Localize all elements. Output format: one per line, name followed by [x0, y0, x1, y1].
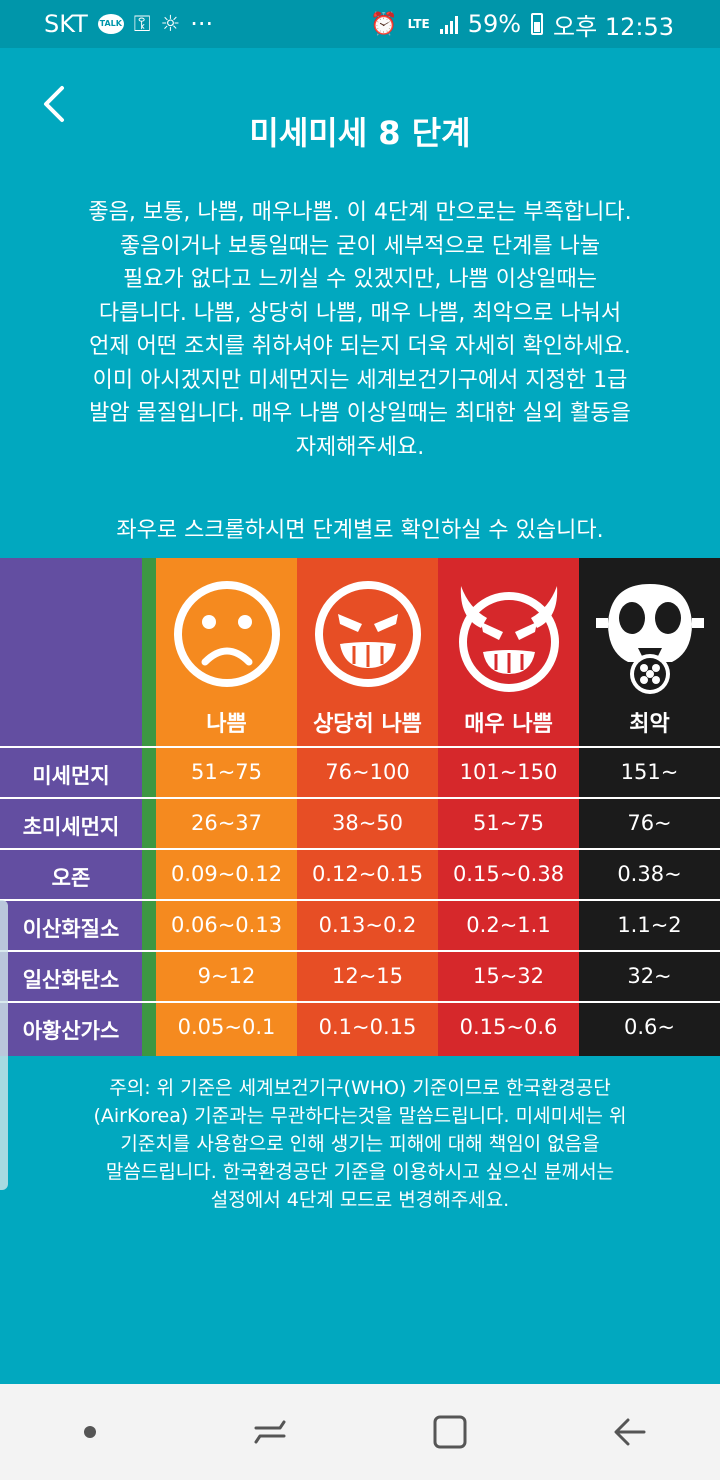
- note-line: (AirKorea) 기준과는 무관하다는것을 말씀드립니다. 미세미세는 위: [93, 1105, 627, 1127]
- note-line: 기준치를 사용함으로 인해 생기는 피해에 대해 책임이 없음을: [120, 1133, 600, 1155]
- row-divider: [0, 899, 720, 901]
- grade-column-worst: 최악: [579, 558, 720, 1056]
- row-label-co: 일산화탄소: [22, 968, 120, 992]
- battery-percent: 59%: [467, 10, 522, 38]
- table-cell: 151~: [620, 760, 679, 784]
- devil-face-icon: [458, 586, 559, 692]
- page-title: 미세미세 8 단계: [249, 114, 471, 152]
- row-label-pm25: 초미세먼지: [22, 815, 120, 839]
- table-cell: 0.2~1.1: [466, 913, 551, 937]
- angry-face-icon: [314, 581, 421, 687]
- table-cell: 0.6~: [624, 1015, 675, 1039]
- label-column: [0, 558, 142, 1056]
- table-cell: 9~12: [197, 964, 256, 988]
- kakaotalk-icon: TALK: [97, 14, 124, 34]
- navigation-bar: [0, 1384, 720, 1480]
- intro-line: 이미 아시겠지만 미세먼지는 세계보건기구에서 지정한 1급: [92, 367, 628, 393]
- note-line: 주의: 위 기준은 세계보건기구(WHO) 기준이므로 한국환경공단: [109, 1077, 611, 1099]
- signal-icon: [439, 14, 458, 34]
- table-cell: 0.38~: [617, 862, 682, 886]
- table-cell: 0.12~0.15: [311, 862, 424, 886]
- sad-face-icon: [173, 581, 280, 687]
- intro-text: 좋음, 보통, 나쁨, 매우나쁨. 이 4단계 만으로는 부족합니다. 좋음이거…: [30, 196, 690, 464]
- note-line: 설정에서 4단계 모드로 변경해주세요.: [210, 1189, 510, 1211]
- table-cell: 0.09~0.12: [170, 862, 283, 886]
- row-label-pm10: 미세먼지: [32, 764, 110, 788]
- grade-column-quite-bad: 상당히 나쁨: [297, 558, 438, 1056]
- table-cell: 0.15~0.6: [459, 1015, 558, 1039]
- table-cell: 0.15~0.38: [452, 862, 565, 886]
- row-divider: [0, 1001, 720, 1003]
- home-button[interactable]: [410, 1402, 490, 1462]
- note-line: 말씀드립니다. 한국환경공단 기준을 이용하시고 싶으신 분께서는: [105, 1161, 615, 1183]
- row-divider: [0, 797, 720, 799]
- grade-name: 나쁨: [206, 712, 247, 737]
- table-cell: 38~50: [331, 811, 404, 835]
- status-bar: SKT TALK ⚿ ☼ ··· ⏰ LTE 59% 오후 12:53: [0, 0, 720, 48]
- clock: 오후 12:53: [553, 12, 674, 41]
- grade-name: 매우 나쁨: [464, 712, 553, 737]
- intro-line: 다릅니다. 나쁨, 상당히 나쁨, 매우 나쁨, 최악으로 나눠서: [98, 300, 622, 326]
- carrier-label: SKT: [44, 10, 88, 38]
- grade-name: 상당히 나쁨: [313, 712, 422, 737]
- table-cell: 0.06~0.13: [170, 913, 283, 937]
- table-cell: 76~: [627, 811, 672, 835]
- good-grade-strip: [142, 558, 156, 1056]
- intro-line: 언제 어떤 조치를 취하셔야 되는지 더욱 자세히 확인하세요.: [89, 334, 631, 359]
- battery-icon: [531, 13, 544, 35]
- recent-apps-icon: [254, 1420, 286, 1444]
- table-cell: 51~75: [190, 760, 263, 784]
- status-left: SKT TALK ⚿ ☼ ···: [44, 10, 213, 38]
- recent-apps-button[interactable]: [230, 1402, 310, 1462]
- table-cell: 12~15: [331, 964, 404, 988]
- sun-icon: ☼: [160, 11, 181, 37]
- table-cell: 15~32: [472, 964, 545, 988]
- row-label-no2: 이산화질소: [22, 917, 120, 941]
- table-cell: 101~150: [459, 760, 558, 784]
- home-icon: [433, 1415, 467, 1449]
- back-button[interactable]: [30, 80, 78, 128]
- table-cell: 0.13~0.2: [318, 913, 417, 937]
- row-divider: [0, 746, 720, 748]
- network-type: LTE: [407, 17, 430, 31]
- grade-name: 최악: [629, 712, 670, 737]
- table-cell: 0.05~0.1: [177, 1015, 276, 1039]
- intro-line: 좋음, 보통, 나쁨, 매우나쁨. 이 4단계 만으로는 부족합니다.: [88, 200, 632, 225]
- table-cell: 51~75: [472, 811, 545, 835]
- row-label-ozone: 오존: [51, 866, 91, 890]
- intro-line: 필요가 없다고 느끼실 수 있겠지만, 나쁨 이상일때는: [123, 267, 597, 292]
- nav-dot-button[interactable]: [50, 1402, 130, 1462]
- gas-mask-icon: [595, 584, 704, 694]
- edge-panel-handle[interactable]: [0, 900, 8, 1190]
- more-notifications-icon: ···: [190, 10, 214, 38]
- table-cell: 26~37: [190, 811, 263, 835]
- table-cell: 76~100: [325, 760, 410, 784]
- back-nav-button[interactable]: [590, 1402, 670, 1462]
- back-arrow-icon: [614, 1418, 646, 1446]
- grade-column-very-bad: 매우 나쁨: [438, 558, 579, 1056]
- alarm-icon: ⏰: [370, 11, 398, 37]
- table-cell: 1.1~2: [617, 913, 682, 937]
- disclaimer-note: 주의: 위 기준은 세계보건기구(WHO) 기준이므로 한국환경공단 (AirK…: [30, 1074, 690, 1214]
- table-cell: 0.1~0.15: [318, 1015, 417, 1039]
- scroll-hint: 좌우로 스크롤하시면 단계별로 확인하실 수 있습니다.: [116, 518, 604, 543]
- intro-line: 좋음이거나 보통일때는 굳이 세부적으로 단계를 나눌: [119, 233, 601, 259]
- row-label-so2: 아황산가스: [22, 1019, 120, 1043]
- vpn-key-icon: ⚿: [133, 11, 151, 37]
- grade-table[interactable]: 나쁨 상당히 나쁨 매우 나쁨: [0, 558, 720, 1056]
- dot-icon: [84, 1426, 96, 1438]
- status-right: ⏰ LTE 59% 오후 12:53: [370, 7, 674, 42]
- row-divider: [0, 848, 720, 850]
- row-divider: [0, 950, 720, 952]
- grade-column-bad: 나쁨: [156, 558, 297, 1056]
- intro-line: 발암 물질입니다. 매우 나쁨 이상일때는 최대한 실외 활동을: [89, 401, 631, 426]
- intro-line: 자제해주세요.: [295, 434, 425, 460]
- table-cell: 32~: [627, 964, 672, 988]
- chevron-left-icon: [44, 86, 64, 122]
